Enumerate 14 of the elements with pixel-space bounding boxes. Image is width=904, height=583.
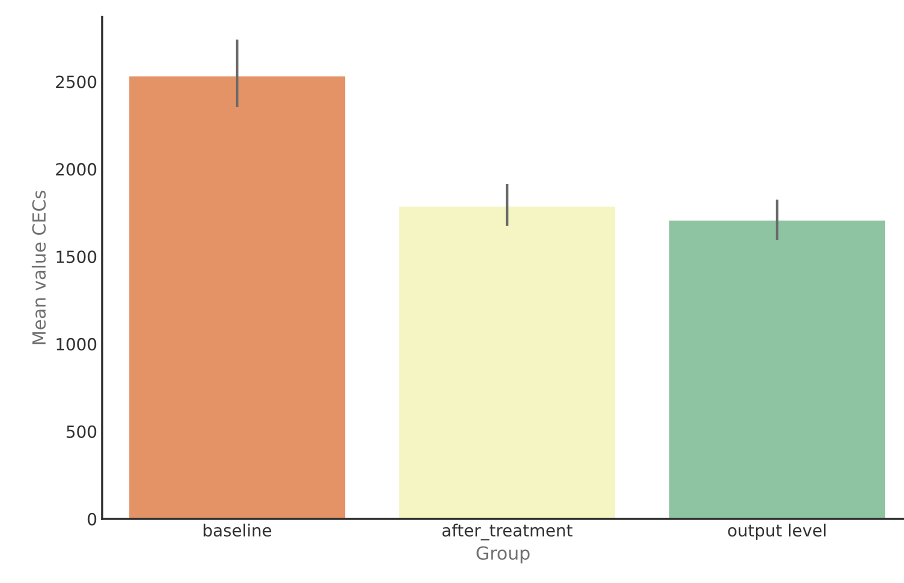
bar [129,76,346,519]
y-tick-label: 1000 [56,338,96,351]
x-axis-title: Group [476,546,530,564]
x-tick-label: after_treatment [442,524,572,540]
y-tick-label: 2000 [56,163,96,176]
x-tick-label: baseline [204,524,272,537]
y-axis-title: Mean value CECs [32,190,46,344]
y-tick-label: 2500 [56,76,96,88]
x-tick-label: output level [728,524,826,540]
bar [669,220,886,519]
y-tick-label: 1500 [56,250,96,264]
y-tick-label: 500 [66,425,96,438]
bar [399,206,616,519]
y-tick-label: 0 [88,512,96,526]
